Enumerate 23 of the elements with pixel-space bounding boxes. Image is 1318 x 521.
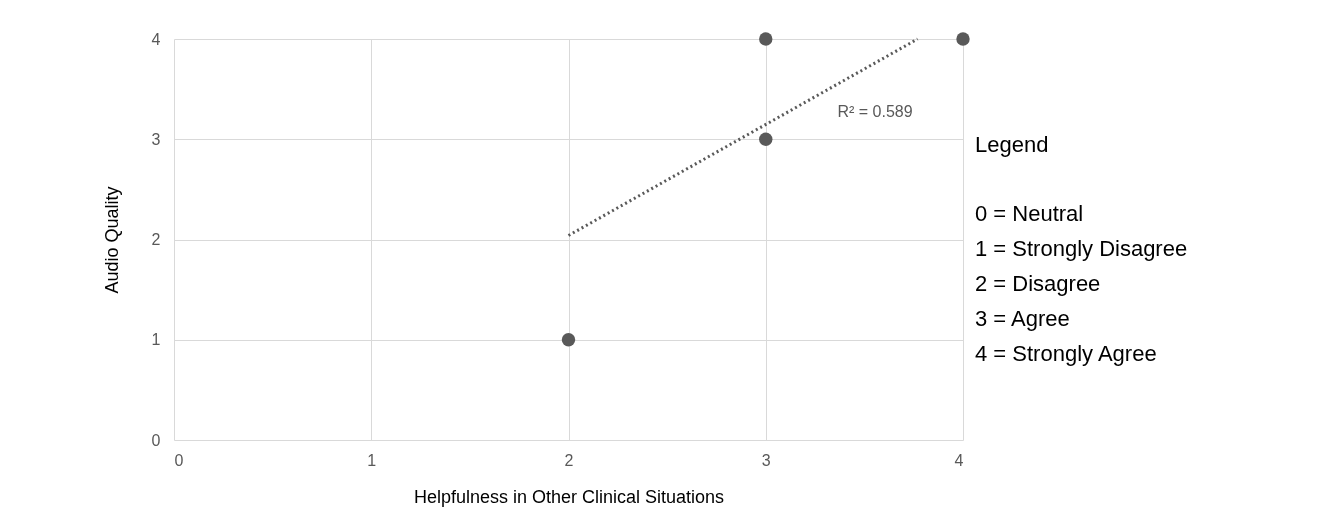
annotation: R² = 0.589: [837, 103, 913, 120]
y-tick-label: 4: [151, 30, 161, 48]
text: 1 = Strongly Disagree: [975, 236, 1188, 261]
text: 3 = Agree: [975, 306, 1070, 331]
x-tick-label: 1: [367, 451, 377, 469]
x-axis-title: Helpfulness in Other Clinical Situations: [413, 486, 725, 507]
y-tick-label: 2: [151, 231, 161, 248]
y-tick-label: 1: [151, 331, 161, 349]
x-tick-label: 4: [954, 451, 964, 469]
y-tick-label: 0: [151, 431, 161, 449]
x-tick-label: 2: [564, 451, 574, 469]
point: [561, 333, 576, 347]
text: 0 = Neutral: [975, 201, 1084, 226]
y-axis-title: Audio Quality: [101, 186, 122, 294]
text: 2 = Disagree: [975, 271, 1101, 296]
y-tick-label: 3: [151, 130, 161, 148]
point: [759, 132, 773, 146]
point: [956, 32, 970, 46]
text: Legend: [975, 132, 1049, 157]
text: 4 = Strongly Agree: [975, 341, 1157, 366]
point: [759, 32, 773, 46]
x-tick-label: 0: [174, 451, 184, 469]
x-tick-label: 3: [761, 451, 771, 469]
